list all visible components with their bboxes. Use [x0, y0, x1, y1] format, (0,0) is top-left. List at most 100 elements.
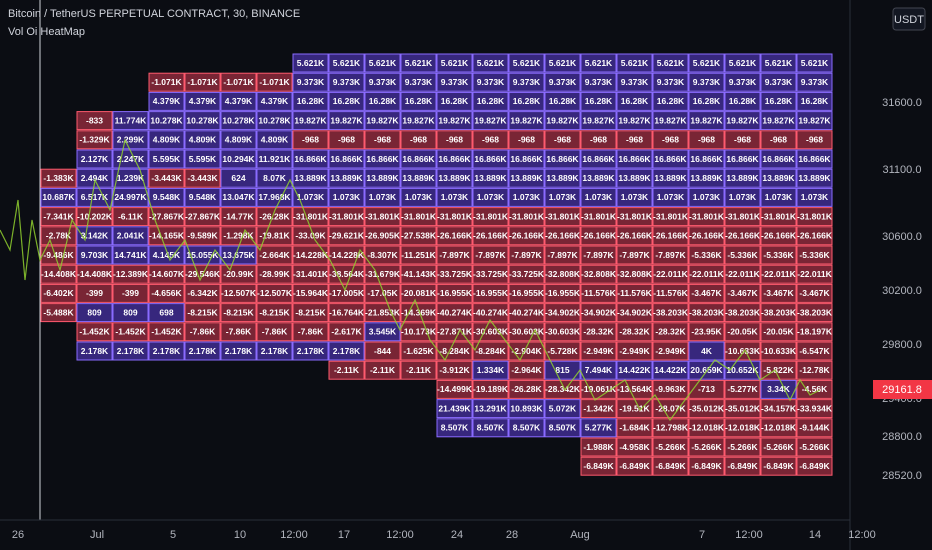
- heatmap-value: 1.073K: [657, 192, 685, 202]
- heatmap-value: 13.291K: [474, 403, 507, 413]
- heatmap-value: -31.801K: [365, 211, 401, 221]
- heatmap-value: 8.507K: [477, 423, 505, 433]
- heatmap-cell: [112, 226, 149, 246]
- heatmap-value: 9.373K: [693, 77, 721, 87]
- heatmap-cell: [544, 418, 581, 438]
- heatmap-cell: [112, 303, 149, 323]
- heatmap-cell: [328, 53, 365, 73]
- heatmap-value: -713: [698, 384, 715, 394]
- heatmap-cell: [760, 149, 797, 169]
- heatmap-cell: [292, 149, 329, 169]
- heatmap-value: -7.897K: [475, 250, 506, 260]
- heatmap-value: 13.889K: [618, 173, 651, 183]
- heatmap-cell: [508, 379, 545, 399]
- heatmap-value: -7.897K: [511, 250, 542, 260]
- heatmap-value: 10.294K: [222, 154, 255, 164]
- heatmap-cell: [472, 418, 509, 438]
- heatmap-cell: [40, 303, 77, 323]
- heatmap-value: -6.849K: [691, 461, 722, 471]
- heatmap-cell: [256, 72, 293, 92]
- heatmap-cell: [292, 111, 329, 131]
- heatmap-cell: [616, 418, 653, 438]
- heatmap-value: 16.866K: [618, 154, 651, 164]
- heatmap-value: 4.809K: [261, 135, 289, 145]
- heatmap-cell: [292, 264, 329, 284]
- heatmap-value: 7.494K: [585, 365, 613, 375]
- heatmap-value: -41.143K: [401, 269, 437, 279]
- heatmap-value: 1.073K: [333, 192, 361, 202]
- heatmap-cell: [724, 187, 761, 207]
- heatmap-cell: [580, 168, 617, 188]
- heatmap-cell: [724, 207, 761, 227]
- heatmap-cell: [580, 322, 617, 342]
- heatmap-value: -1.988K: [583, 442, 614, 452]
- heatmap-cell: [220, 303, 257, 323]
- heatmap-cell: [40, 207, 77, 227]
- heatmap-value: 2.178K: [261, 346, 289, 356]
- heatmap-cell: [184, 168, 221, 188]
- heatmap-value: -2.78K: [46, 231, 72, 241]
- heatmap-value: 16.866K: [798, 154, 831, 164]
- heatmap-cell: [796, 111, 833, 131]
- heatmap-value: -26.166K: [617, 231, 653, 241]
- heatmap-value: 9.373K: [333, 77, 361, 87]
- heatmap-cell: [220, 149, 257, 169]
- heatmap-value: -14.499K: [437, 384, 473, 394]
- heatmap-value: -26.166K: [797, 231, 833, 241]
- heatmap-cell: [544, 168, 581, 188]
- heatmap-value: -16.764K: [329, 307, 365, 317]
- heatmap-cell: [364, 303, 401, 323]
- heatmap-value: 11.774K: [115, 115, 148, 125]
- heatmap-value: 3.142K: [81, 231, 109, 241]
- heatmap-cell: [796, 264, 833, 284]
- heatmap-cell: [724, 130, 761, 150]
- heatmap-value: -6.11K: [118, 211, 144, 221]
- heatmap-cell: [436, 207, 473, 227]
- heatmap-cell: [400, 149, 437, 169]
- heatmap-cell: [148, 341, 185, 361]
- heatmap-cell: [436, 187, 473, 207]
- heatmap-cell: [544, 399, 581, 419]
- currency-label[interactable]: USDT: [894, 14, 924, 26]
- heatmap-cell: [184, 283, 221, 303]
- heatmap-cell: [76, 130, 113, 150]
- heatmap-value: -26.166K: [761, 231, 797, 241]
- heatmap-cell: [724, 399, 761, 419]
- heatmap-value: -1.071K: [223, 77, 254, 87]
- heatmap-value: -34.157K: [761, 403, 797, 413]
- heatmap-cell: [688, 91, 725, 111]
- heatmap-value: -7.86K: [298, 327, 324, 337]
- heatmap-value: -16.955K: [437, 288, 473, 298]
- heatmap-value: -5.277K: [727, 384, 758, 394]
- heatmap-value: 9.373K: [297, 77, 325, 87]
- heatmap-cell: [184, 72, 221, 92]
- indicator-name: Vol Oi HeatMap: [8, 26, 85, 38]
- heatmap-cell: [724, 418, 761, 438]
- heatmap-value: -31.801K: [581, 211, 617, 221]
- heatmap-cell: [112, 245, 149, 265]
- heatmap-value: -27.867K: [185, 211, 221, 221]
- heatmap-cell: [184, 149, 221, 169]
- heatmap-cell: [436, 399, 473, 419]
- heatmap-cell: [652, 91, 689, 111]
- heatmap-cell: [292, 168, 329, 188]
- heatmap-value: -15.964K: [293, 288, 329, 298]
- heatmap-value: -26.28K: [259, 211, 290, 221]
- heatmap-cell: [220, 130, 257, 150]
- heatmap-value: -5.822K: [763, 365, 794, 375]
- heatmap-cell: [544, 245, 581, 265]
- heatmap-cell: [616, 360, 653, 380]
- heatmap-cell: [328, 322, 365, 342]
- heatmap-cell: [508, 72, 545, 92]
- heatmap-value: 16.28K: [729, 96, 757, 106]
- heatmap-value: -33.725K: [473, 269, 509, 279]
- heatmap-value: 6.517K: [81, 192, 109, 202]
- heatmap-value: -4.656K: [151, 288, 182, 298]
- heatmap-value: -968: [626, 135, 643, 145]
- heatmap-value: -12.507K: [257, 288, 293, 298]
- heatmap-value: -22.011K: [653, 269, 688, 279]
- heatmap-value: 8.07K: [263, 173, 287, 183]
- currency-button[interactable]: [892, 7, 926, 31]
- heatmap-cell: [364, 130, 401, 150]
- heatmap-cell: [76, 264, 113, 284]
